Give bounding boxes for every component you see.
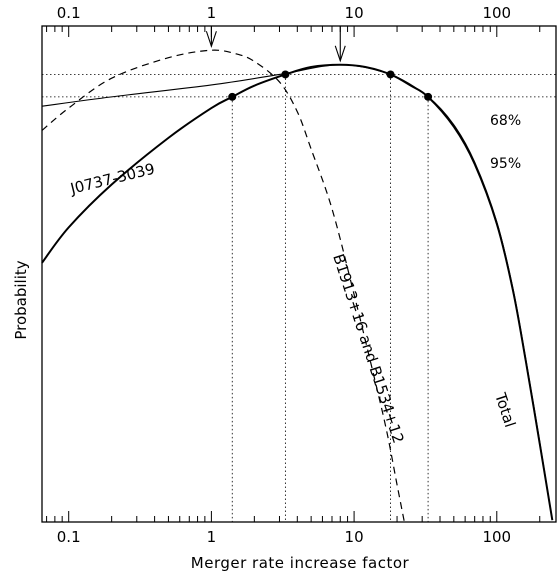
arrows-layer bbox=[205, 26, 346, 63]
series-line-b1913-16-and-b1534-12 bbox=[41, 49, 405, 523]
x-tick-label-bottom: 1 bbox=[207, 528, 217, 546]
label-95: 95% bbox=[490, 156, 521, 172]
confidence-point bbox=[281, 70, 290, 79]
label-b1913: B1913+16 and B1534+12 bbox=[329, 252, 407, 446]
confidence-point bbox=[228, 92, 237, 101]
x-tick-label-bottom: 10 bbox=[345, 528, 364, 546]
peak-arrow-head bbox=[334, 45, 346, 63]
x-tick-label-top: 10 bbox=[345, 4, 364, 22]
y-axis-label: Probability bbox=[12, 260, 30, 339]
series-line-total bbox=[41, 63, 554, 521]
x-axis-label: Merger rate increase factor bbox=[191, 554, 410, 572]
peak-arrow-head bbox=[205, 31, 217, 48]
confidence-point bbox=[424, 92, 433, 101]
series-layer bbox=[41, 49, 554, 523]
label-total: Total bbox=[491, 390, 519, 430]
series-line-j0737-3039 bbox=[41, 64, 553, 521]
markers-layer bbox=[228, 70, 433, 101]
label-j0737: J0737-3039 bbox=[68, 160, 157, 199]
x-tick-label-bottom: 0.1 bbox=[57, 528, 81, 546]
plot-frame bbox=[41, 25, 557, 523]
guides-layer bbox=[42, 74, 556, 522]
confidence-point bbox=[386, 70, 395, 79]
ticks-layer: 0.1 1 10 100 0.1 1 10 100 bbox=[46, 4, 541, 546]
x-tick-label-top: 0.1 bbox=[57, 4, 81, 22]
x-tick-label-top: 100 bbox=[482, 4, 511, 22]
x-tick-label-bottom: 100 bbox=[482, 528, 511, 546]
label-68: 68% bbox=[490, 113, 521, 129]
x-tick-label-top: 1 bbox=[207, 4, 217, 22]
